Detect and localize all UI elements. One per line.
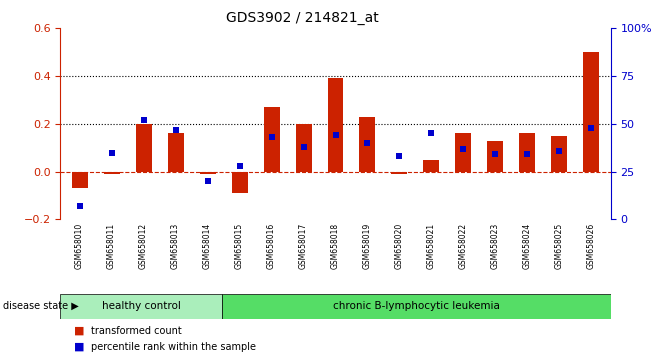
Bar xyxy=(327,79,344,172)
Bar xyxy=(295,124,311,172)
Text: GSM658023: GSM658023 xyxy=(491,223,500,269)
Text: disease state ▶: disease state ▶ xyxy=(3,301,79,311)
Bar xyxy=(360,117,376,172)
Text: GSM658022: GSM658022 xyxy=(459,223,468,269)
Text: GSM658013: GSM658013 xyxy=(171,223,180,269)
Text: GSM658015: GSM658015 xyxy=(235,223,244,269)
Text: GSM658010: GSM658010 xyxy=(75,223,84,269)
Text: chronic B-lymphocytic leukemia: chronic B-lymphocytic leukemia xyxy=(333,301,500,311)
Bar xyxy=(391,172,407,174)
Text: percentile rank within the sample: percentile rank within the sample xyxy=(91,342,256,352)
Bar xyxy=(231,172,248,193)
Text: GSM658025: GSM658025 xyxy=(555,223,564,269)
Text: transformed count: transformed count xyxy=(91,326,181,336)
Bar xyxy=(519,133,535,172)
Bar xyxy=(264,107,280,172)
Text: GSM658020: GSM658020 xyxy=(395,223,404,269)
Text: GSM658012: GSM658012 xyxy=(139,223,148,269)
Text: GDS3902 / 214821_at: GDS3902 / 214821_at xyxy=(225,11,378,25)
Text: GSM658026: GSM658026 xyxy=(587,223,596,269)
Text: GSM658014: GSM658014 xyxy=(203,223,212,269)
Text: GSM658021: GSM658021 xyxy=(427,223,436,269)
Bar xyxy=(72,172,88,188)
Bar xyxy=(103,172,119,174)
Text: ■: ■ xyxy=(74,342,85,352)
Text: GSM658016: GSM658016 xyxy=(267,223,276,269)
Text: GSM658018: GSM658018 xyxy=(331,223,340,269)
Text: GSM658024: GSM658024 xyxy=(523,223,532,269)
Text: GSM658017: GSM658017 xyxy=(299,223,308,269)
Bar xyxy=(552,136,568,172)
Text: healthy control: healthy control xyxy=(102,301,180,311)
Text: GSM658011: GSM658011 xyxy=(107,223,116,269)
Bar xyxy=(487,141,503,172)
Bar xyxy=(168,133,184,172)
Bar xyxy=(60,294,222,319)
Text: ■: ■ xyxy=(74,326,85,336)
Bar xyxy=(136,124,152,172)
Bar xyxy=(199,172,215,174)
Bar xyxy=(456,133,472,172)
Bar xyxy=(583,52,599,172)
Text: GSM658019: GSM658019 xyxy=(363,223,372,269)
Bar xyxy=(423,160,440,172)
Bar xyxy=(222,294,611,319)
